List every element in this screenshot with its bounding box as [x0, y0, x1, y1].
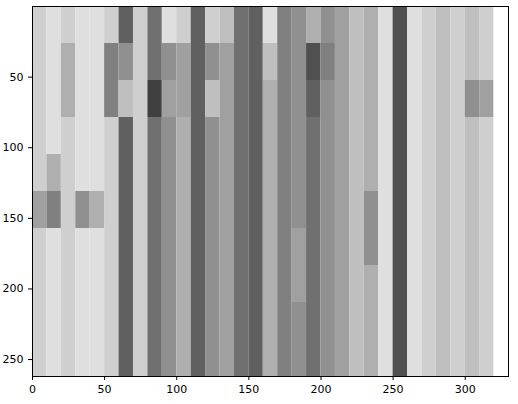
svg-text:150: 150: [238, 383, 259, 396]
svg-text:100: 100: [3, 141, 24, 154]
svg-text:250: 250: [383, 383, 404, 396]
svg-text:50: 50: [10, 71, 24, 84]
svg-text:300: 300: [455, 383, 476, 396]
svg-text:250: 250: [3, 353, 24, 366]
svg-text:50: 50: [98, 383, 112, 396]
svg-text:200: 200: [310, 383, 331, 396]
svg-text:100: 100: [166, 383, 187, 396]
svg-text:150: 150: [3, 212, 24, 225]
svg-text:200: 200: [3, 282, 24, 295]
svg-text:0: 0: [29, 383, 36, 396]
